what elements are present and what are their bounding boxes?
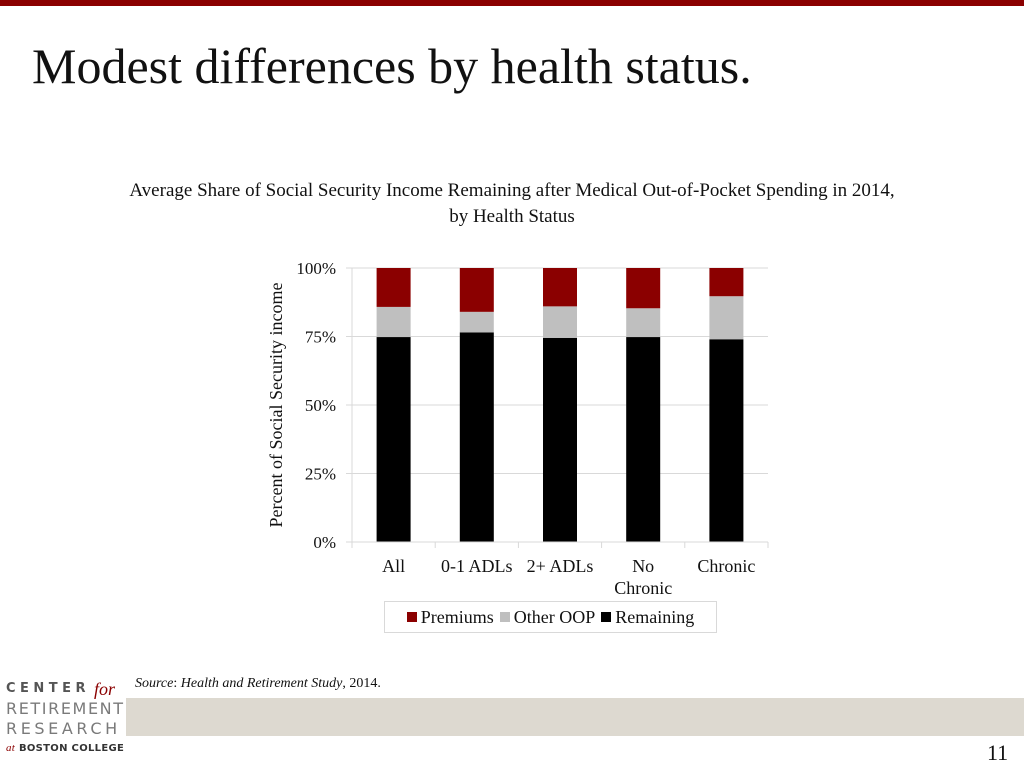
source-study: Health and Retirement Study bbox=[180, 676, 343, 691]
bar-segment-premiums bbox=[376, 268, 411, 307]
bar-segment-premiums bbox=[459, 268, 494, 312]
x-tick-label: Chronic bbox=[614, 578, 672, 598]
bar-segment-remaining bbox=[376, 337, 411, 542]
x-tick-label: 0-1 ADLs bbox=[441, 556, 513, 576]
logo-text-boston-college: at BOSTON COLLEGE bbox=[6, 742, 124, 754]
source-rest: , 2014. bbox=[342, 676, 381, 691]
bar-segment-other-oop bbox=[626, 308, 661, 338]
bar-segment-other-oop bbox=[709, 296, 744, 340]
source-label: Source bbox=[135, 676, 174, 691]
x-tick-label: No bbox=[632, 556, 654, 576]
bar-segment-remaining bbox=[543, 337, 577, 542]
crr-logo: CENTER for RETIREMENT RESEARCH at BOSTON… bbox=[0, 675, 126, 758]
bar-segment-remaining bbox=[459, 332, 494, 542]
bar-segment-premiums bbox=[626, 268, 661, 309]
x-tick-label: Chronic bbox=[697, 556, 755, 576]
y-tick-label: 75% bbox=[305, 328, 336, 347]
bar-segment-other-oop bbox=[543, 306, 577, 338]
legend-item: Other OOP bbox=[499, 606, 596, 628]
chart-subtitle: by Health Status bbox=[449, 206, 575, 227]
footer-band bbox=[126, 698, 1024, 736]
legend-swatch bbox=[499, 612, 510, 622]
bar-segment-premiums bbox=[709, 268, 744, 297]
chart-legend: Premiums Other OOP Remaining bbox=[384, 601, 717, 633]
legend-label: Premiums bbox=[420, 606, 494, 627]
chart-title-line: Average Share of Social Security Income … bbox=[129, 180, 895, 201]
bar-segment-remaining bbox=[626, 337, 661, 542]
logo-text-bc: BOSTON COLLEGE bbox=[18, 743, 125, 754]
bar-segment-remaining bbox=[709, 339, 744, 542]
bar-segment-other-oop bbox=[376, 306, 411, 338]
logo-text-at: at bbox=[6, 742, 16, 754]
bar-segment-premiums bbox=[543, 268, 577, 307]
slide-title: Modest differences by health status. bbox=[32, 38, 752, 94]
legend-label: Remaining bbox=[615, 606, 695, 627]
y-tick-label: 100% bbox=[296, 259, 336, 278]
legend-swatch bbox=[406, 612, 417, 622]
page-number: 11 bbox=[987, 740, 1009, 765]
y-tick-label: 25% bbox=[305, 465, 336, 484]
logo-text-retirement: RETIREMENT bbox=[6, 699, 125, 718]
y-tick-label: 50% bbox=[305, 396, 336, 415]
y-tick-label: 0% bbox=[313, 533, 336, 552]
y-axis-label: Percent of Social Security income bbox=[266, 283, 286, 528]
bar-segment-other-oop bbox=[459, 311, 494, 333]
logo-text-center: CENTER bbox=[6, 681, 91, 696]
legend-item: Remaining bbox=[601, 607, 694, 628]
legend-item: Premiums bbox=[406, 606, 494, 628]
legend-label: Other OOP bbox=[513, 606, 596, 627]
x-tick-label: All bbox=[382, 556, 405, 576]
source-separator: : bbox=[173, 676, 181, 691]
logo-text-for: for bbox=[94, 679, 116, 699]
top-accent-bar bbox=[0, 0, 1024, 6]
chart-title: Average Share of Social Security Income … bbox=[30, 178, 994, 230]
x-tick-label: 2+ ADLs bbox=[527, 556, 594, 576]
logo-text-research: RESEARCH bbox=[6, 719, 121, 738]
legend-swatch bbox=[601, 612, 612, 622]
source-note: Source: Health and Retirement Study, 201… bbox=[135, 676, 381, 692]
